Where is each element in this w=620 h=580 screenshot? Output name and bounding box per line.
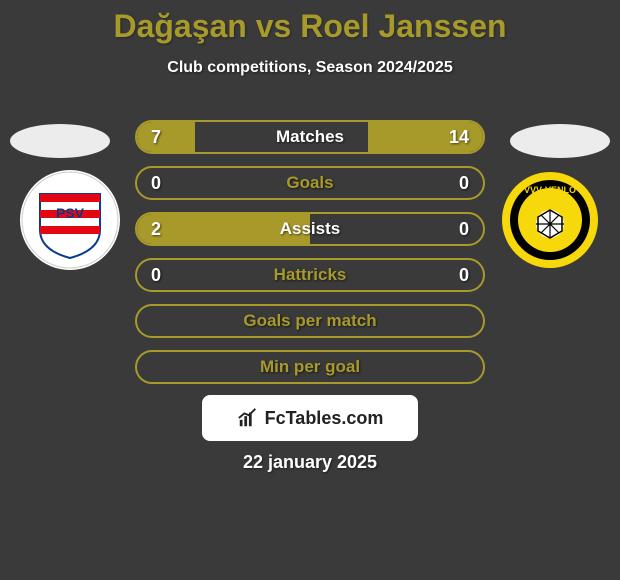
stat-label: Matches bbox=[137, 122, 483, 152]
player-left-silhouette-head bbox=[10, 124, 110, 158]
stat-label: Goals bbox=[137, 168, 483, 198]
stat-row: Min per goal bbox=[135, 350, 485, 384]
page-title: Dağaşan vs Roel Janssen bbox=[0, 0, 620, 45]
watermark-text: FcTables.com bbox=[265, 408, 384, 429]
svg-text:VVV·VENLO: VVV·VENLO bbox=[524, 185, 576, 195]
date-label: 22 january 2025 bbox=[0, 452, 620, 473]
chart-icon bbox=[237, 407, 259, 429]
vvv-venlo-badge-icon: VVV·VENLO bbox=[500, 170, 600, 270]
stat-label: Hattricks bbox=[137, 260, 483, 290]
stat-row: 20Assists bbox=[135, 212, 485, 246]
svg-text:PSV: PSV bbox=[56, 205, 85, 221]
stat-row: 00Goals bbox=[135, 166, 485, 200]
stat-label: Goals per match bbox=[137, 306, 483, 336]
stat-row: 714Matches bbox=[135, 120, 485, 154]
watermark: FcTables.com bbox=[202, 395, 418, 441]
stat-row: Goals per match bbox=[135, 304, 485, 338]
team-right-badge: VVV·VENLO bbox=[500, 170, 600, 270]
psv-badge-icon: PSV bbox=[20, 170, 120, 270]
stat-label: Min per goal bbox=[137, 352, 483, 382]
stat-row: 00Hattricks bbox=[135, 258, 485, 292]
team-left-badge: PSV bbox=[20, 170, 120, 270]
stat-label: Assists bbox=[137, 214, 483, 244]
player-right-silhouette-head bbox=[510, 124, 610, 158]
subtitle: Club competitions, Season 2024/2025 bbox=[0, 59, 620, 77]
comparison-infographic: Dağaşan vs Roel Janssen Club competition… bbox=[0, 0, 620, 580]
stats-bars: 714Matches 00Goals 20Assists 00Hattricks Goa… bbox=[135, 120, 485, 396]
